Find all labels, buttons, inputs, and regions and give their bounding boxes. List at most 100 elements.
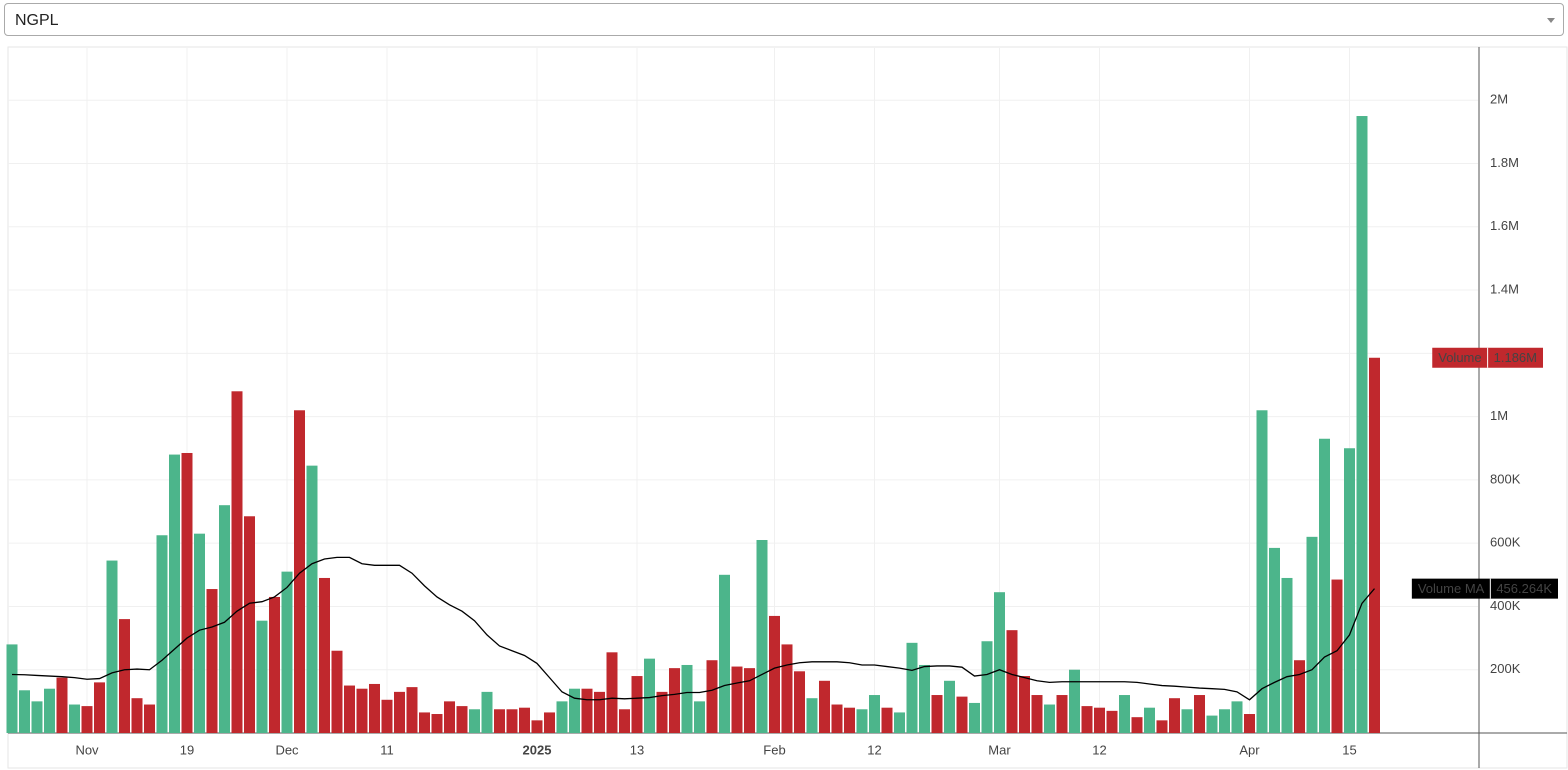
volume-bar xyxy=(931,695,943,733)
volume-bar xyxy=(844,707,855,733)
volume-bar xyxy=(144,704,155,733)
volume-bar xyxy=(894,712,905,733)
volume-bar xyxy=(1181,709,1193,733)
x-tick-label: 19 xyxy=(180,742,194,757)
y-tick-label: 1.6M xyxy=(1490,218,1519,233)
volume-bar xyxy=(431,714,443,733)
volume-bar xyxy=(1244,714,1255,733)
volume-bar xyxy=(381,699,393,733)
volume-bar xyxy=(1294,660,1305,733)
volume-bar xyxy=(631,676,643,733)
y-tick-label: 400K xyxy=(1490,598,1521,613)
x-tick-label: 2025 xyxy=(523,742,552,757)
volume-bar xyxy=(1344,448,1355,733)
volume-bar xyxy=(19,690,30,733)
volume-bar xyxy=(619,709,630,733)
volume-bar xyxy=(506,709,518,733)
volume-bar xyxy=(1319,438,1330,733)
x-tick-label: 12 xyxy=(867,742,881,757)
volume-bar xyxy=(1269,547,1280,733)
volume-bar xyxy=(6,644,18,733)
tag-name: Volume xyxy=(1438,350,1481,365)
ma-line xyxy=(11,556,1375,701)
value-tag: Volume MA 456.264K xyxy=(1411,578,1558,599)
value-tag: Volume 1.186M xyxy=(1432,347,1543,368)
volume-bar xyxy=(1019,676,1030,733)
volume-bar xyxy=(1256,410,1268,733)
volume-bar xyxy=(869,695,880,733)
y-tick-label: 1.4M xyxy=(1490,281,1519,296)
volume-bar xyxy=(1281,577,1293,733)
volume-bar xyxy=(394,691,405,733)
volume-bar xyxy=(919,664,930,733)
volume-bar xyxy=(544,712,555,733)
volume-bar xyxy=(519,707,530,733)
y-tick-label: 1M xyxy=(1490,408,1508,423)
volume-bar xyxy=(1131,717,1143,733)
volume-bar xyxy=(444,701,455,733)
volume-bar xyxy=(1206,715,1218,733)
volume-bar xyxy=(256,620,268,733)
x-tick-label: Mar xyxy=(988,742,1011,757)
volume-bar xyxy=(56,677,68,733)
volume-bar xyxy=(1069,669,1080,733)
volume-bar xyxy=(806,698,818,733)
x-tick-label: Apr xyxy=(1239,742,1260,757)
volume-bar xyxy=(456,706,468,733)
volume-bar xyxy=(1106,710,1118,733)
x-tick-label: 13 xyxy=(630,742,644,757)
volume-bar xyxy=(731,666,743,733)
volume-bar xyxy=(981,641,993,733)
volume-bar xyxy=(31,701,43,733)
volume-bar xyxy=(106,560,118,733)
volume-bar xyxy=(1144,707,1155,733)
volume-bar xyxy=(569,688,580,733)
volume-bar xyxy=(956,696,968,733)
x-tick-label: 15 xyxy=(1342,742,1356,757)
volume-bar xyxy=(994,592,1005,733)
volume-bar xyxy=(69,704,80,733)
volume-bar xyxy=(1031,695,1043,733)
volume-bar xyxy=(1156,720,1168,733)
volume-bar xyxy=(294,410,305,733)
dropdown-arrow xyxy=(1547,18,1555,23)
volume-bar xyxy=(819,680,830,733)
tag-value: 1.186M xyxy=(1494,350,1537,365)
volume-bar xyxy=(1081,706,1093,733)
volume-bar xyxy=(856,709,868,733)
x-tick-label: Nov xyxy=(75,742,99,757)
volume-bar xyxy=(356,688,368,733)
volume-bar xyxy=(881,707,893,733)
volume-bar xyxy=(244,516,255,733)
volume-bar xyxy=(281,571,293,733)
volume-bar xyxy=(556,701,568,733)
volume-bar xyxy=(1094,707,1105,733)
volume-bar xyxy=(206,589,218,733)
symbol-select[interactable]: NGPL xyxy=(4,3,1564,36)
volume-bar xyxy=(656,691,668,733)
volume-bar xyxy=(744,668,755,733)
volume-bar xyxy=(331,650,343,733)
x-tick-label: 12 xyxy=(1092,742,1106,757)
volume-bar xyxy=(719,574,730,733)
volume-bar xyxy=(831,704,843,733)
tag-box xyxy=(1411,578,1558,599)
y-tick-label: 200K xyxy=(1490,661,1521,676)
volume-bar xyxy=(1306,536,1318,733)
volume-bar xyxy=(1006,630,1018,733)
volume-bar xyxy=(1369,357,1380,733)
volume-bar xyxy=(681,664,693,733)
volume-bar xyxy=(269,596,280,733)
volume-bar xyxy=(469,709,480,733)
volume-bar xyxy=(231,391,243,733)
volume-bar xyxy=(706,660,718,733)
volume-bar xyxy=(219,505,230,733)
volume-bar xyxy=(156,535,168,733)
volume-bar xyxy=(1056,695,1068,733)
volume-bar xyxy=(81,706,93,733)
volume-bar xyxy=(1194,695,1205,733)
volume-bar xyxy=(494,709,505,733)
volume-bar xyxy=(419,712,430,733)
volume-bar xyxy=(369,683,380,733)
